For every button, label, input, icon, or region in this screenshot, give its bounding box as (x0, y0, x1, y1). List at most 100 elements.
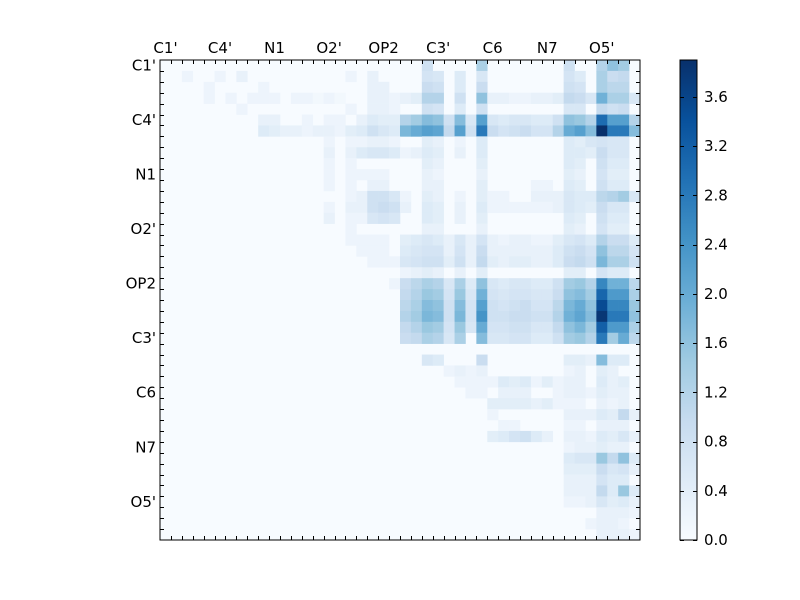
heatmap-cell (454, 365, 466, 377)
heatmap-cell (563, 245, 575, 257)
heatmap-cell (476, 256, 488, 268)
heatmap-cell (574, 310, 586, 323)
heatmap-cell (541, 201, 554, 214)
heatmap-cell (345, 201, 357, 214)
heatmap-cell (410, 256, 423, 268)
heatmap-cell (596, 332, 608, 344)
heatmap-cell (356, 125, 368, 137)
heatmap-cell (400, 114, 412, 126)
heatmap-cell (465, 114, 477, 126)
heatmap-cell (454, 147, 466, 159)
heatmap-cell (563, 289, 575, 301)
heatmap-cell (454, 321, 466, 334)
heatmap-cell (574, 147, 586, 159)
heatmap-cell (552, 125, 564, 137)
heatmap-cell (476, 190, 488, 203)
heatmap-cell (552, 310, 564, 323)
heatmap-cell (421, 190, 434, 203)
heatmap-cell (476, 321, 488, 334)
heatmap-cell (596, 518, 608, 530)
heatmap-cell (574, 212, 586, 224)
top-tick-label: C3' (426, 39, 450, 57)
heatmap-cell (552, 332, 564, 344)
heatmap-cell (574, 158, 586, 170)
heatmap-cell (498, 300, 510, 312)
heatmap-cell (629, 507, 641, 519)
heatmap-cell (465, 365, 477, 377)
heatmap-cell (236, 103, 248, 115)
heatmap-cell (520, 256, 532, 268)
heatmap-cell (509, 398, 521, 410)
heatmap-cell (618, 70, 630, 83)
heatmap-cell (607, 81, 619, 94)
heatmap-cell (356, 136, 368, 148)
heatmap-cell (607, 278, 619, 290)
heatmap-cell (410, 289, 423, 301)
heatmap-cell (607, 125, 619, 137)
heatmap-cell (585, 92, 597, 104)
colorbar-ticks (680, 97, 697, 541)
heatmap-cell (345, 169, 357, 181)
heatmap-cell (454, 70, 466, 83)
heatmap-cell (454, 103, 466, 115)
heatmap-cell (465, 245, 477, 257)
top-tick-label: C1' (153, 39, 177, 57)
heatmap-cell (552, 387, 564, 399)
heatmap-cell (563, 398, 575, 410)
heatmap-cell (596, 136, 608, 148)
heatmap-cell (596, 256, 608, 268)
heatmap-cell (432, 147, 444, 159)
heatmap-cell (378, 180, 390, 192)
heatmap-cell (454, 267, 466, 279)
heatmap-cell (530, 190, 543, 203)
heatmap-cell (563, 376, 575, 388)
heatmap-cell (607, 409, 619, 421)
heatmap-cell (421, 103, 434, 115)
heatmap-cell (389, 147, 401, 159)
heatmap-cell (607, 267, 619, 279)
heatmap-cell (323, 212, 335, 224)
heatmap-cell (345, 212, 357, 224)
heatmap-cell (552, 398, 564, 410)
heatmap-cell (574, 321, 586, 334)
heatmap-cell (596, 321, 608, 334)
heatmap-cell (596, 234, 608, 246)
heatmap-cell (563, 267, 575, 279)
heatmap-cell (520, 201, 532, 214)
heatmap-cell (629, 234, 641, 246)
heatmap-cell (563, 70, 575, 83)
heatmap-cell (410, 125, 423, 137)
heatmap-cell (574, 420, 586, 432)
heatmap-cell (498, 234, 510, 246)
heatmap-cell (552, 190, 564, 203)
heatmap-cell (476, 158, 488, 170)
heatmap-cell (574, 365, 586, 377)
heatmap-cell (596, 103, 608, 115)
heatmap-cell (563, 496, 575, 508)
heatmap-cell (465, 387, 477, 399)
heatmap-cell (356, 245, 368, 257)
heatmap-cell (509, 420, 521, 432)
heatmap-cell (421, 147, 434, 159)
heatmap-cell (432, 300, 444, 312)
heatmap-cell (421, 278, 434, 290)
heatmap-cell (312, 92, 324, 104)
heatmap-cell (596, 114, 608, 126)
heatmap-cell (596, 125, 608, 137)
heatmap-cell (596, 180, 608, 192)
heatmap-cell (432, 321, 444, 334)
heatmap-cell (541, 245, 554, 257)
heatmap-cell (563, 365, 575, 377)
heatmap-cell (356, 234, 368, 246)
heatmap-cell (301, 114, 314, 126)
heatmap-cell (432, 125, 444, 137)
heatmap-cell (367, 114, 379, 126)
heatmap-cell (552, 278, 564, 290)
heatmap-cell (432, 180, 444, 192)
heatmap-cell (432, 310, 444, 323)
heatmap-cell (574, 474, 586, 486)
heatmap-cell (563, 92, 575, 104)
heatmap-cell (574, 300, 586, 312)
heatmap-cell (607, 310, 619, 323)
